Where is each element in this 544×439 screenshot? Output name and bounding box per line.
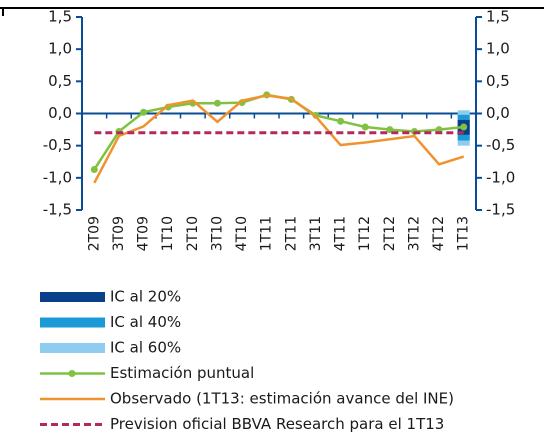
legend-label: Estimación puntual [110,364,254,382]
x-tick-label: 2T10 [185,216,201,251]
legend-swatch [40,292,105,302]
x-tick-label: 3T09 [111,216,127,251]
x-tick-label: 3T12 [406,216,422,251]
x-tick-label: 2T11 [283,216,299,251]
point [140,108,148,116]
legend-label: IC al 40% [110,313,181,331]
point [361,123,369,131]
x-tick-label: 3T10 [209,216,225,251]
y-tick-label: 1,5 [48,8,72,26]
point [460,123,468,131]
x-tick-label: 3T11 [308,216,324,251]
x-tick-label: 4T09 [136,216,152,251]
x-tick-label: 1T12 [357,216,373,251]
y2-tick-label: 0,5 [486,72,510,90]
legend-label: IC al 60% [110,339,181,357]
point [213,99,221,107]
y-tick-label: 1,0 [48,40,72,58]
legend-swatch [40,343,105,353]
y2-tick-label: -1,0 [486,168,515,186]
point [337,117,345,125]
y2-tick-label: 0,0 [486,104,510,122]
x-tick-label: 4T12 [431,216,447,251]
x-tick-label: 1T11 [259,216,275,251]
series-line [93,94,465,184]
y-tick-label: 0,0 [48,104,72,122]
legend-swatch [40,317,105,328]
legend-label: Prevision oficial BBVA Research para el … [110,415,444,433]
y2-tick-label: 1,5 [486,8,510,26]
x-tick-label: 1T10 [160,216,176,251]
x-tick-label: 2T09 [86,216,102,251]
x-tick-label: 2T12 [382,216,398,251]
y-tick-label: 0,5 [48,72,72,90]
point [90,165,98,173]
legend-label: IC al 20% [110,288,181,306]
legend-marker [68,370,76,377]
y-tick-label: -1,0 [43,168,72,186]
x-tick-label: 4T10 [234,216,250,251]
legend-label: Observado (1T13: estimación avance del I… [110,390,454,408]
y2-tick-label: -1,5 [486,201,515,219]
y-tick-label: -0,5 [43,136,72,154]
y2-tick-label: 1,0 [486,40,510,58]
y2-tick-label: -0,5 [486,136,515,154]
x-tick-label: 1T13 [456,216,472,251]
y-tick-label: -1,5 [43,201,72,219]
x-tick-label: 4T11 [333,216,349,251]
